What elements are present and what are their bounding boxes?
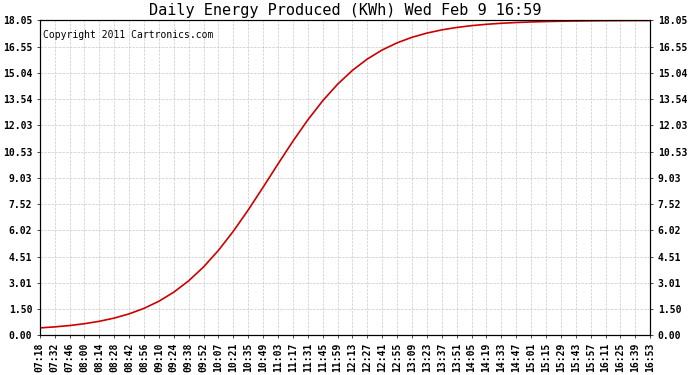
- Title: Daily Energy Produced (KWh) Wed Feb 9 16:59: Daily Energy Produced (KWh) Wed Feb 9 16…: [149, 3, 541, 18]
- Text: Copyright 2011 Cartronics.com: Copyright 2011 Cartronics.com: [43, 30, 213, 40]
